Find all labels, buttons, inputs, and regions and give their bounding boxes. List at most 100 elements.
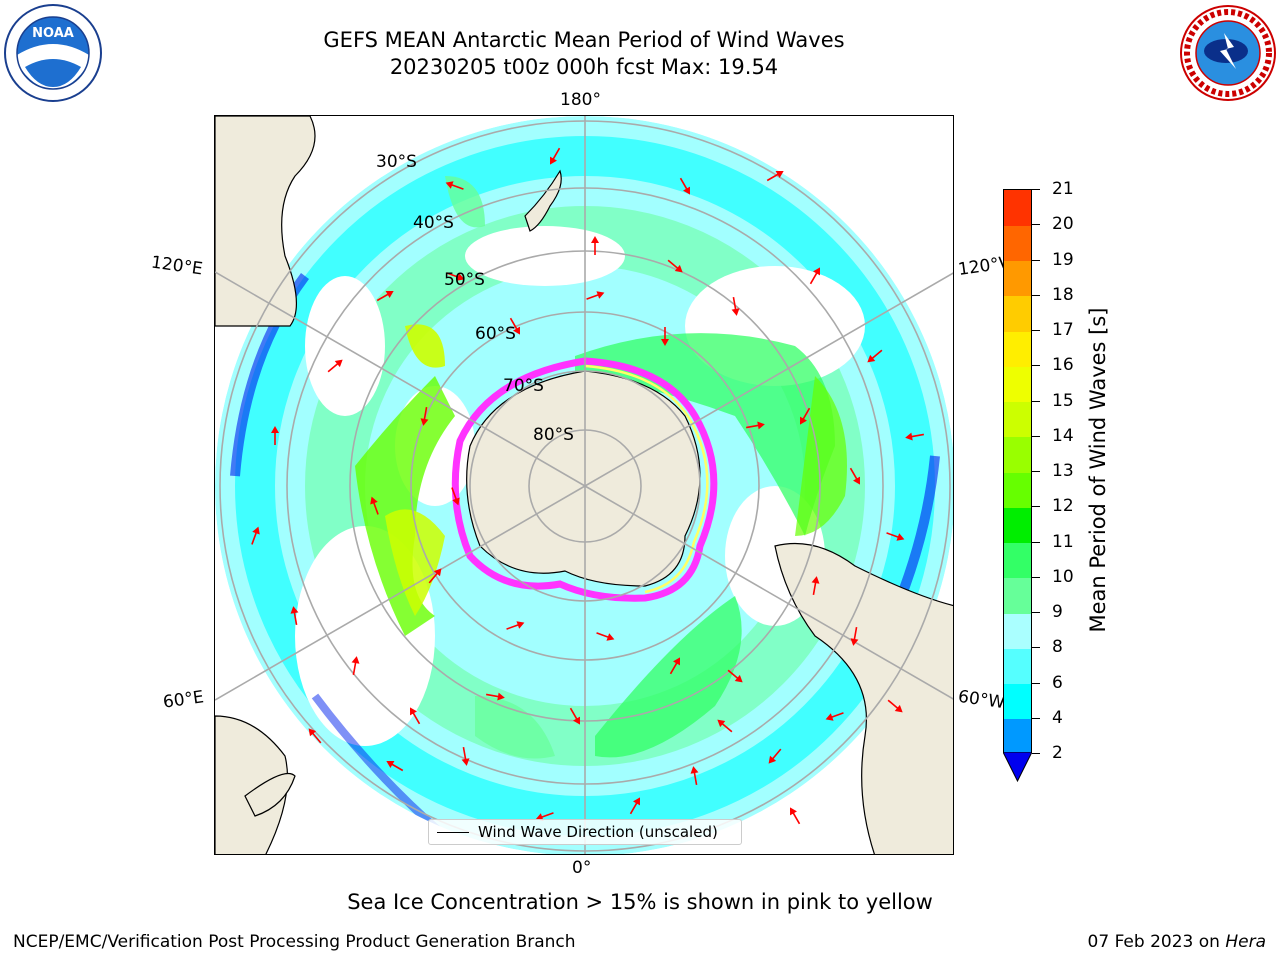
- colorbar-segment: [1004, 401, 1031, 438]
- direction-arrow: [446, 272, 465, 281]
- lat-label-70s: 70°S: [503, 376, 544, 396]
- colorbar-tick: [1032, 435, 1040, 437]
- chart-subtitle: 20230205 t00z 000h fcst Max: 19.54: [389, 55, 779, 79]
- lat-label-40s: 40°S: [413, 213, 454, 233]
- colorbar-segment: [1004, 295, 1031, 332]
- colorbar-segment: [1004, 436, 1031, 473]
- colorbar-tick-label: 14: [1052, 425, 1074, 446]
- colorbar-tick: [1032, 471, 1040, 472]
- colorbar-tick: [1032, 224, 1040, 226]
- chart-title: GEFS MEAN Antarctic Mean Period of Wind …: [323, 28, 845, 52]
- lon-label-60e: 60°E: [161, 687, 206, 713]
- colorbar-tick: [1032, 330, 1040, 331]
- footer-credit: NCEP/EMC/Verification Post Processing Pr…: [13, 932, 576, 952]
- direction-arrow: [535, 812, 554, 821]
- direction-arrow: [661, 327, 669, 346]
- lon-label-120e: 120°E: [149, 252, 204, 280]
- colorbar-tick-label: 17: [1052, 320, 1074, 340]
- colorbar-extend-triangle: [1003, 752, 1032, 782]
- direction-arrow: [591, 236, 599, 255]
- colorbar-tick-label: 6: [1052, 672, 1063, 693]
- lon-label-60w: 60°W: [956, 686, 1007, 714]
- direction-arrow: [768, 748, 782, 764]
- direction-arrow: [825, 712, 844, 721]
- lon-label-180: 180°: [560, 90, 601, 110]
- direction-arrow: [370, 496, 379, 515]
- lon-label-0: 0°: [572, 858, 592, 878]
- direction-arrow: [290, 606, 299, 626]
- colorbar-tick: [1032, 717, 1040, 719]
- direction-arrow: [596, 632, 615, 641]
- direction-arrow: [428, 568, 442, 584]
- colorbar-tick-label: 13: [1052, 461, 1074, 481]
- colorbar-segment: [1004, 507, 1031, 543]
- direction-arrow: [731, 296, 740, 316]
- legend-label: Wind Wave Direction (unscaled): [478, 823, 718, 841]
- colorbar-tick-label: 4: [1052, 707, 1063, 728]
- direction-arrow: [420, 406, 429, 426]
- colorbar-tick: [1032, 506, 1040, 508]
- direction-arrow: [849, 467, 860, 485]
- direction-arrow: [629, 797, 640, 815]
- nws-logo: [1180, 5, 1276, 101]
- colorbar-segment: [1004, 225, 1031, 261]
- colorbar-tick: [1032, 541, 1040, 543]
- colorbar-segment: [1004, 366, 1031, 402]
- colorbar-tick-label: 19: [1052, 249, 1074, 270]
- direction-arrow: [790, 807, 801, 825]
- direction-arrow: [809, 267, 820, 285]
- direction-arrow: [679, 177, 690, 195]
- colorbar-segment: [1004, 648, 1031, 684]
- sea-ice-caption: Sea Ice Concentration > 15% is shown in …: [347, 890, 933, 914]
- direction-arrow: [451, 487, 460, 506]
- direction-arrow: [506, 621, 525, 630]
- colorbar: [1003, 189, 1032, 755]
- colorbar-tick: [1032, 682, 1040, 684]
- direction-arrow: [800, 407, 811, 425]
- graticule: [215, 116, 953, 854]
- direction-arrow: [569, 707, 580, 725]
- colorbar-tick: [1032, 189, 1040, 190]
- colorbar-tick: [1032, 612, 1040, 613]
- colorbar-tick: [1032, 365, 1040, 367]
- colorbar-tick-label: 12: [1052, 496, 1074, 517]
- colorbar-tick-label: 11: [1052, 531, 1074, 552]
- lat-label-50s: 50°S: [444, 270, 485, 290]
- direction-arrow: [271, 426, 279, 445]
- direction-arrow: [886, 532, 905, 541]
- direction-arrow: [669, 657, 680, 675]
- direction-arrow: [327, 359, 343, 373]
- direction-arrow: [667, 259, 683, 273]
- direction-arrow: [586, 291, 605, 300]
- colorbar-tick: [1032, 259, 1040, 261]
- colorbar-tick-label: 16: [1052, 355, 1074, 376]
- colorbar-tick: [1032, 753, 1040, 754]
- direction-arrow: [867, 349, 883, 363]
- wind-wave-arrows: [251, 147, 925, 825]
- noaa-logo: NOAA: [4, 4, 102, 102]
- direction-arrow: [445, 181, 464, 190]
- colorbar-segment: [1004, 577, 1031, 614]
- colorbar-tick-label: 10: [1052, 566, 1074, 587]
- colorbar-segment: [1004, 472, 1031, 508]
- colorbar-tick: [1032, 576, 1040, 578]
- colorbar-segment: [1004, 718, 1031, 755]
- colorbar-tick-label: 2: [1052, 743, 1063, 763]
- direction-arrow: [509, 317, 520, 335]
- direction-arrow: [905, 432, 925, 441]
- colorbar-tick-label: 15: [1052, 390, 1074, 411]
- direction-arrow: [811, 576, 820, 596]
- footer-date: 07 Feb 2023 on Hera: [1087, 932, 1266, 952]
- direction-arrow: [461, 746, 470, 766]
- direction-arrow: [251, 526, 260, 545]
- lat-label-30s: 30°S: [376, 152, 417, 172]
- colorbar-tick: [1032, 294, 1040, 296]
- colorbar-tick: [1032, 647, 1040, 649]
- colorbar-tick-label: 21: [1052, 179, 1074, 199]
- colorbar-segment: [1004, 260, 1031, 297]
- colorbar-tick-label: 20: [1052, 214, 1074, 235]
- direction-arrow: [887, 699, 903, 713]
- direction-arrow: [727, 669, 743, 683]
- direction-arrow: [308, 728, 322, 744]
- svg-text:NOAA: NOAA: [32, 26, 74, 41]
